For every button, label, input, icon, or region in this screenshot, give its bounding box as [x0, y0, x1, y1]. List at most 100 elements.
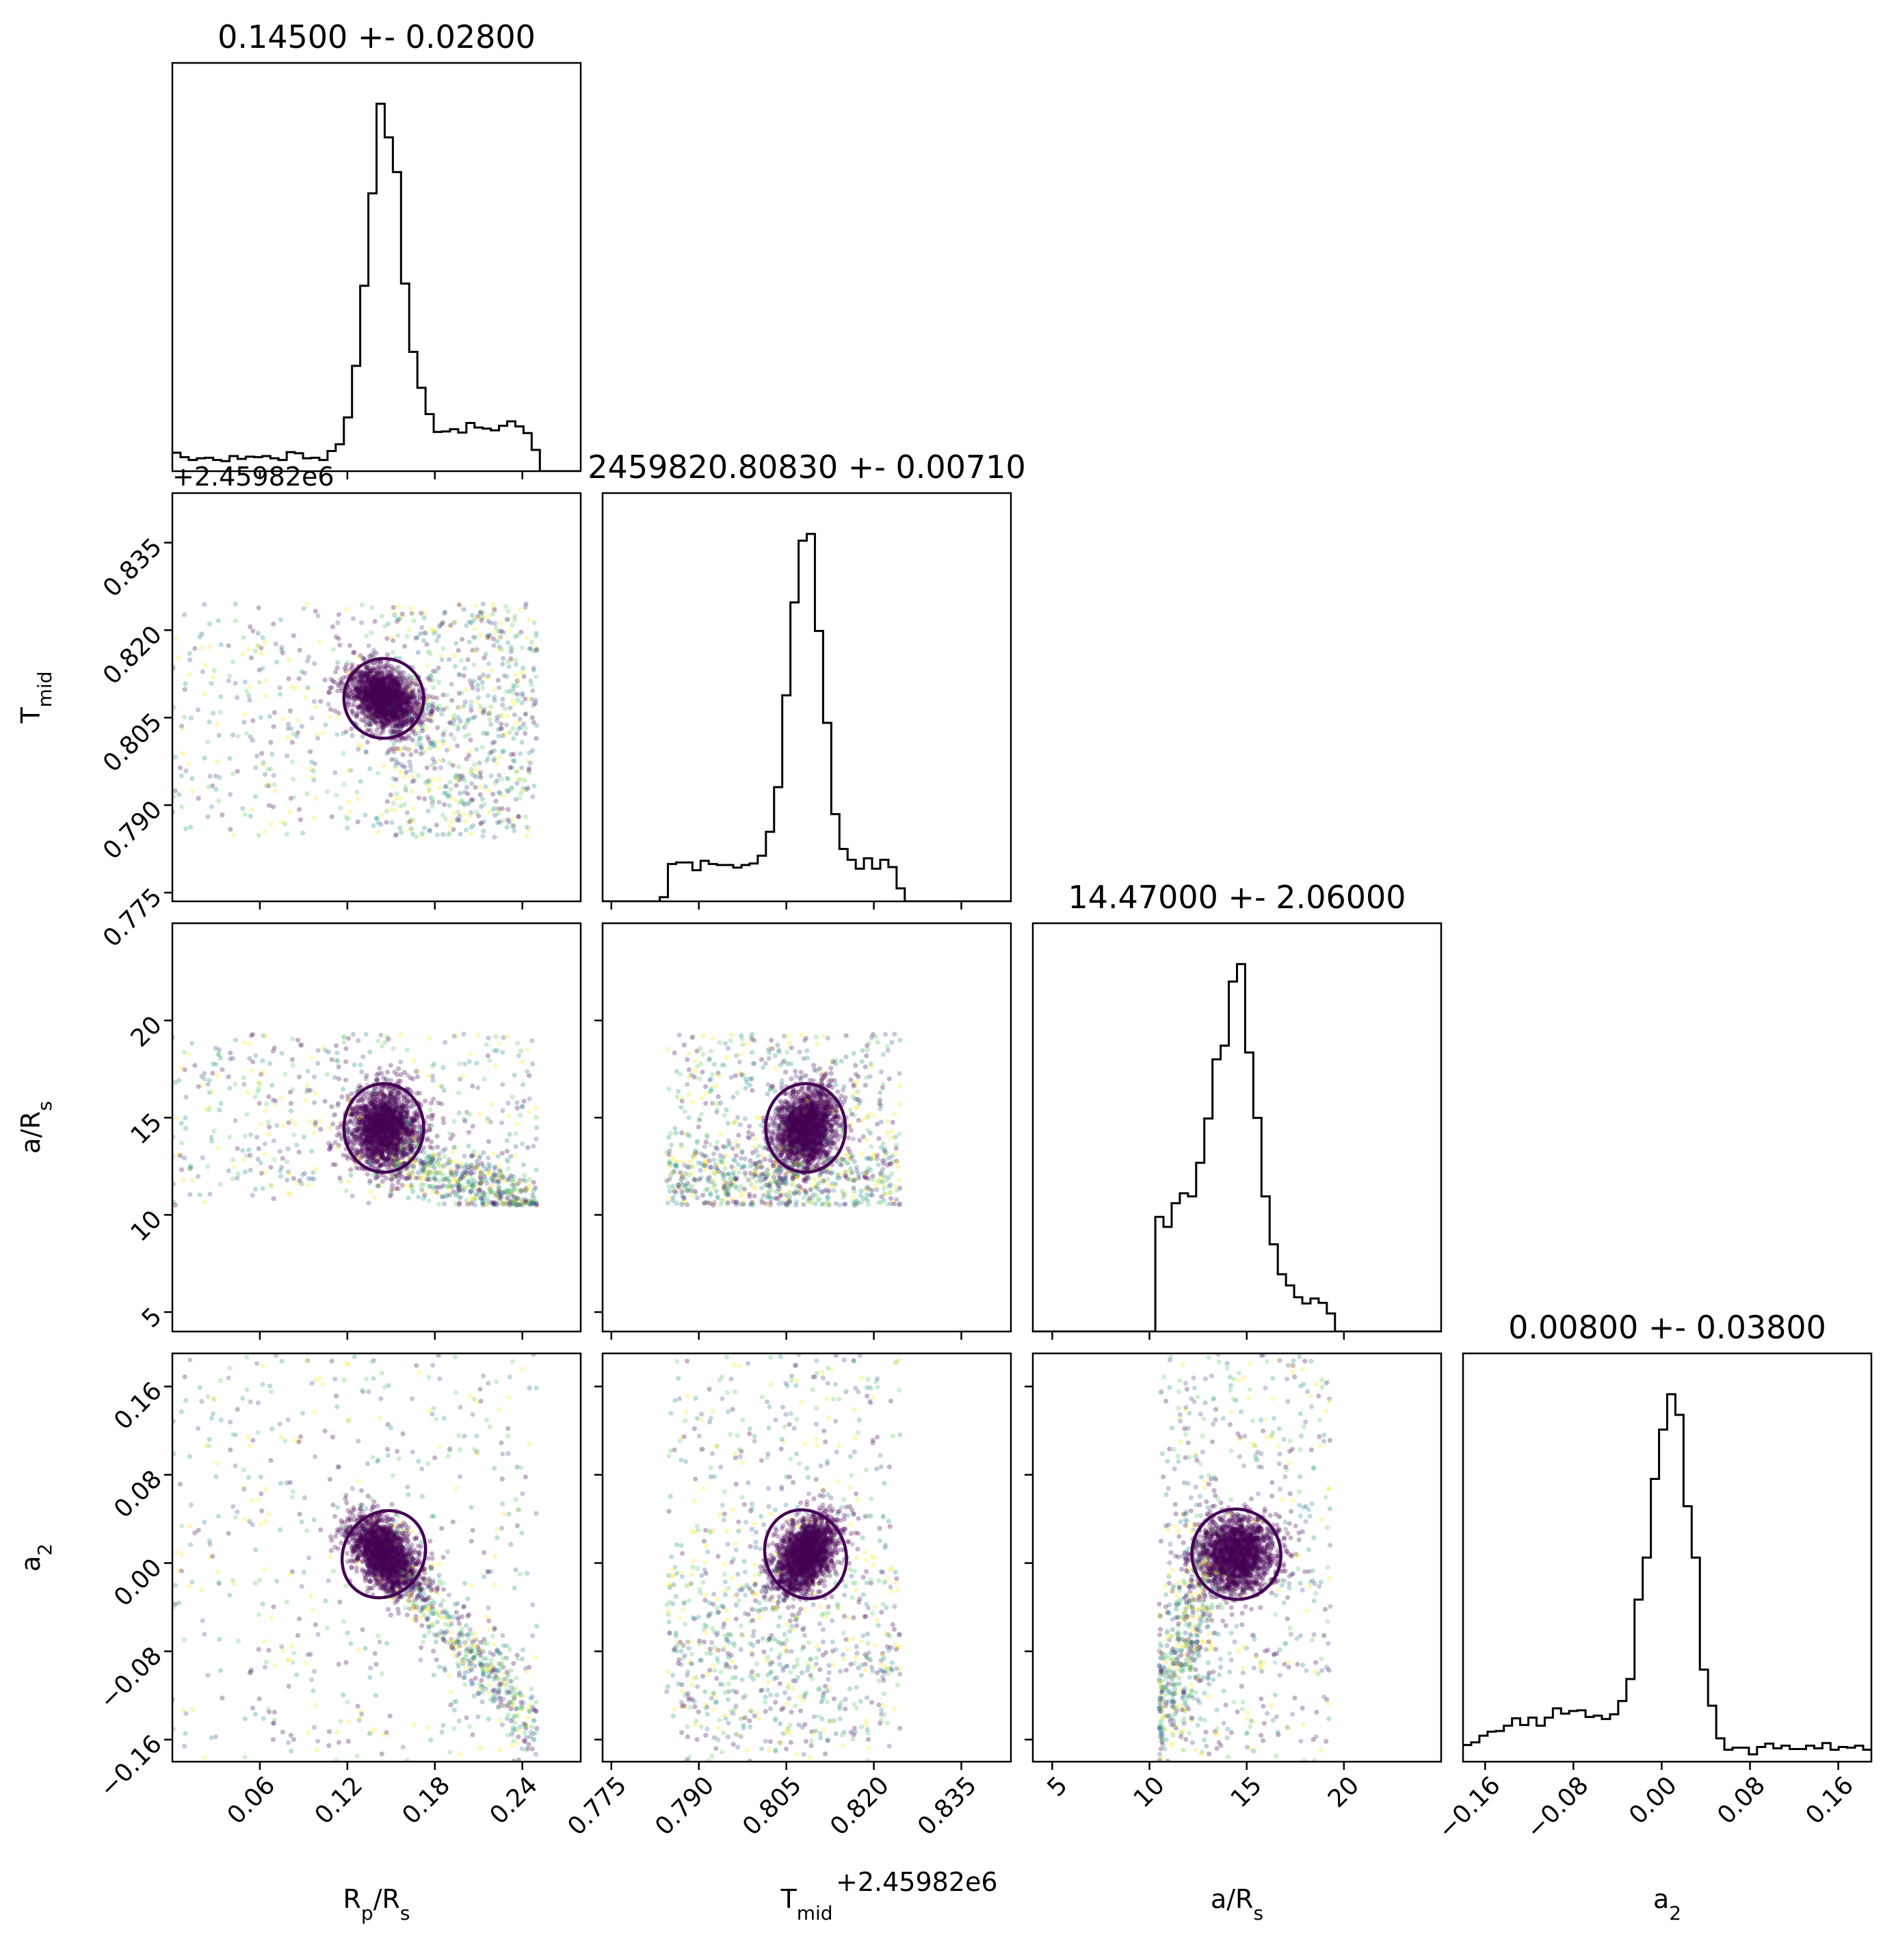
- sample-point: [371, 823, 376, 828]
- sample-point: [408, 826, 414, 832]
- sample-point: [471, 1149, 477, 1154]
- sample-point: [356, 683, 362, 689]
- sample-point: [413, 748, 419, 754]
- sample-point: [374, 1158, 380, 1163]
- sample-point: [468, 1171, 473, 1176]
- sample-point: [288, 795, 293, 801]
- sample-point: [277, 691, 283, 697]
- sample-point: [471, 618, 477, 623]
- sample-point: [335, 660, 341, 665]
- sample-point: [399, 614, 404, 620]
- sample-point: [360, 672, 366, 678]
- sample-point: [358, 1103, 363, 1109]
- sample-point: [365, 1089, 371, 1095]
- sample-point: [259, 645, 264, 651]
- sample-point: [527, 1096, 532, 1102]
- sample-point: [369, 1150, 375, 1156]
- sample-point: [381, 721, 387, 727]
- sample-point: [484, 633, 490, 639]
- sample-point: [187, 657, 193, 663]
- sample-point: [421, 1182, 426, 1187]
- sample-point: [347, 643, 353, 648]
- sample-point: [393, 717, 399, 723]
- sample-point: [530, 1192, 536, 1197]
- sample-point: [404, 1047, 410, 1052]
- sample-point: [263, 693, 268, 698]
- sample-point: [284, 753, 290, 758]
- sample-point: [231, 1164, 237, 1169]
- sample-point: [405, 1113, 410, 1118]
- sample-point: [428, 718, 434, 724]
- sample-point: [533, 1105, 539, 1111]
- sample-point: [371, 661, 377, 666]
- sample-point: [345, 693, 351, 699]
- sample-point: [444, 692, 450, 698]
- sample-point: [527, 1177, 533, 1182]
- sample-point: [534, 648, 539, 654]
- sample-point: [410, 1118, 416, 1124]
- sample-point: [382, 624, 388, 629]
- sample-point: [497, 1040, 502, 1046]
- sample-point: [393, 1160, 399, 1165]
- sample-point: [311, 661, 317, 666]
- sample-point: [403, 707, 409, 713]
- sample-point: [378, 1096, 384, 1101]
- sample-point: [470, 715, 475, 721]
- sample-point: [397, 721, 403, 726]
- sample-point: [388, 1156, 393, 1162]
- sample-point: [427, 1176, 434, 1182]
- sample-point: [503, 706, 508, 711]
- sample-point: [437, 1156, 443, 1162]
- sample-point: [388, 1089, 394, 1095]
- sample-point: [404, 1094, 409, 1100]
- sample-point: [492, 621, 498, 626]
- sample-point: [202, 1071, 207, 1076]
- sample-point: [181, 1050, 187, 1055]
- sample-point: [367, 1145, 372, 1151]
- sample-point: [256, 832, 262, 838]
- sample-point: [350, 1111, 355, 1117]
- sample-point: [350, 1111, 355, 1117]
- sample-point: [334, 1133, 340, 1138]
- sample-point: [482, 1191, 487, 1196]
- sample-point: [345, 1179, 352, 1184]
- sample-point: [354, 1137, 360, 1143]
- sample-point: [346, 670, 352, 675]
- sample-point: [387, 1193, 393, 1199]
- sample-point: [388, 673, 394, 678]
- sample-point: [492, 812, 498, 818]
- sample-point: [354, 1147, 359, 1152]
- sample-point: [330, 1122, 336, 1127]
- sample-point: [334, 1145, 340, 1150]
- sample-point: [513, 1130, 518, 1136]
- sample-point: [378, 1097, 384, 1102]
- sample-point: [408, 1117, 414, 1123]
- sample-point: [462, 778, 468, 784]
- sample-point: [423, 780, 429, 785]
- sample-point: [401, 674, 406, 680]
- sample-point: [353, 691, 358, 696]
- sample-point: [358, 1148, 365, 1153]
- sample-point: [271, 621, 276, 627]
- sample-point: [451, 1178, 457, 1183]
- sample-point: [510, 686, 516, 691]
- sample-point: [335, 1102, 341, 1108]
- sample-point: [367, 1162, 373, 1167]
- sample-point: [463, 1174, 469, 1179]
- sample-point: [389, 674, 395, 679]
- sample-point: [358, 689, 365, 694]
- sample-point: [287, 809, 293, 815]
- sample-point: [365, 1145, 370, 1150]
- sample-point: [282, 1072, 288, 1077]
- sample-point: [309, 715, 315, 721]
- sample-point: [419, 1174, 424, 1179]
- sample-point: [504, 1201, 510, 1206]
- sample-point: [302, 1171, 308, 1176]
- sample-point: [519, 1104, 525, 1110]
- sample-point: [481, 828, 486, 834]
- sample-point: [369, 674, 374, 680]
- sample-point: [521, 674, 527, 679]
- sample-point: [395, 616, 401, 622]
- sample-point: [404, 1100, 410, 1106]
- sample-point: [187, 650, 193, 657]
